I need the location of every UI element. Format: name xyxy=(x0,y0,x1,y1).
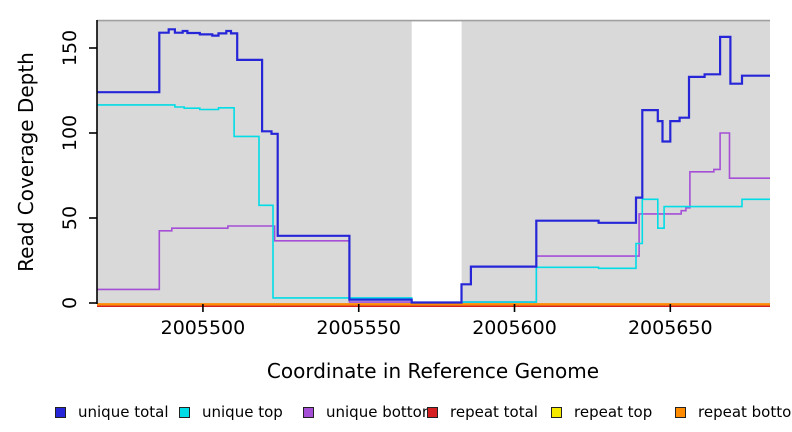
y-tick-label: 50 xyxy=(59,206,81,230)
legend-label-repeat-top: repeat top xyxy=(574,403,653,421)
y-tick-label: 150 xyxy=(59,30,81,66)
x-tick-label: 2005600 xyxy=(472,317,557,339)
legend-label-unique-top: unique top xyxy=(202,403,283,421)
legend-label-repeat-bottom: repeat bottom xyxy=(698,403,792,421)
series-lines xyxy=(97,28,770,307)
legend-swatch-repeat-bottom xyxy=(675,406,686,418)
legend-item-repeat-top: repeat top xyxy=(551,401,652,423)
legend-item-unique-total: unique total xyxy=(55,401,169,423)
legend-swatch-unique-top xyxy=(179,406,190,418)
missing-data-band xyxy=(411,21,462,304)
legend-swatch-repeat-top xyxy=(551,406,562,418)
x-tick-label: 2005650 xyxy=(628,317,713,339)
legend-swatch-unique-total xyxy=(55,406,66,418)
y-tick-label: 0 xyxy=(59,297,81,309)
legend-item-unique-bottom: unique bottom xyxy=(303,401,436,423)
legend-label-unique-total: unique total xyxy=(78,403,169,421)
y-tick-label: 100 xyxy=(59,115,81,151)
legend-label-unique-bottom: unique bottom xyxy=(326,403,437,421)
legend-item-unique-top: unique top xyxy=(179,401,283,423)
x-tick-label: 2005550 xyxy=(316,317,401,339)
legend-label-repeat-total: repeat total xyxy=(450,403,538,421)
x-axis-title: Coordinate in Reference Genome xyxy=(267,359,599,383)
legend-item-repeat-total: repeat total xyxy=(427,401,538,423)
x-tick-label: 2005500 xyxy=(161,317,246,339)
legend-item-repeat-bottom: repeat bottom xyxy=(675,401,792,423)
legend-swatch-repeat-total xyxy=(427,406,438,418)
legend-swatch-unique-bottom xyxy=(303,406,314,418)
chart-legend: unique total unique top unique bottom repea… xyxy=(0,401,792,427)
y-axis-title: Read Coverage Depth xyxy=(14,52,38,272)
axis-tick-labels: 2005500 2005550 2005600 2005650 0 50 100 150 xyxy=(59,30,713,339)
axis-ticks xyxy=(89,47,672,312)
series-line-unique-total xyxy=(97,28,770,304)
